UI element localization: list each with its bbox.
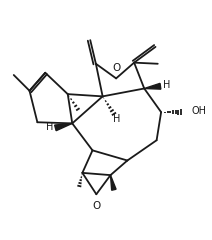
Text: H: H [46,122,53,132]
Polygon shape [110,175,116,190]
Polygon shape [55,123,72,131]
Text: O: O [92,201,100,211]
Text: OH: OH [191,107,206,116]
Text: O: O [112,63,120,73]
Text: H: H [163,80,170,90]
Text: H: H [113,114,120,124]
Polygon shape [144,83,161,89]
